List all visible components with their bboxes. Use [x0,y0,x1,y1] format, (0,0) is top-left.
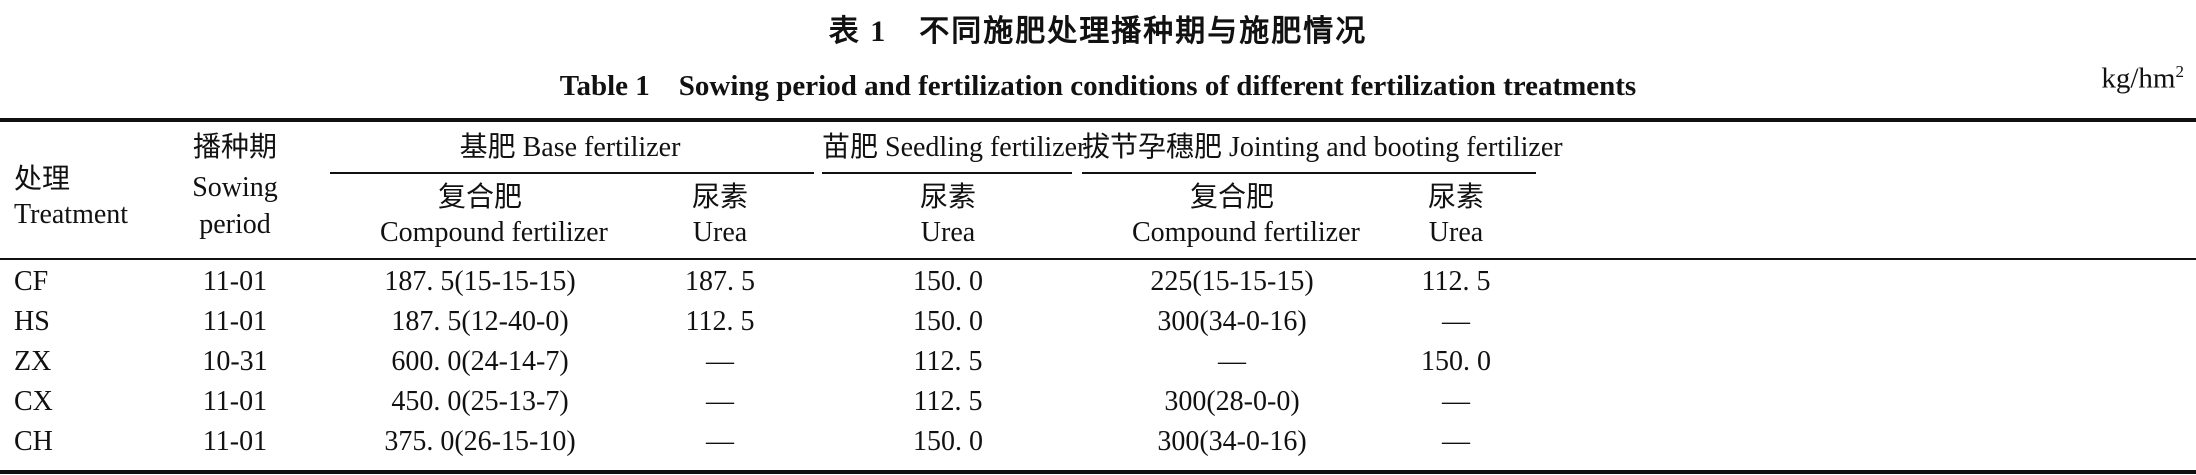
cell-sowing: 11-01 [202,426,268,457]
header-seedling-urea-zh: 尿素 [919,182,976,213]
cell-seedling-urea: 150. 0 [913,266,983,297]
cell-base-compound: 187. 5(15-15-15) [384,266,576,297]
cell-sowing: 11-01 [202,386,268,417]
header-base-urea-en: Urea [692,217,748,248]
cell-seedling-urea: 150. 0 [913,306,983,337]
cell-joint-compound: 300(34-0-16) [1157,306,1307,337]
cell-seedling-urea: 112. 5 [913,386,983,417]
header-joint-compound-zh: 复合肥 [1189,182,1274,213]
cell-treatment: ZX [14,346,52,377]
cell-treatment: CX [14,386,53,417]
header-treatment-en: Treatment [14,199,129,230]
header-seedling: 苗肥 Seedling fertilizer [822,132,1087,163]
jointing-group-rule [1082,172,1536,174]
cell-seedling-urea: 150. 0 [913,426,983,457]
unit-text: kg/hm [2101,62,2176,95]
header-base-urea-zh: 尿素 [691,182,748,213]
cell-sowing: 11-01 [202,306,268,337]
table-unit: kg/hm2 [2101,62,2184,96]
base-group-rule [330,172,814,174]
header-treatment-zh: 处理 [14,164,71,195]
cell-base-compound: 450. 0(25-13-7) [391,386,569,417]
cell-treatment: HS [14,306,50,337]
header-seedling-urea-en: Urea [920,217,976,248]
cell-sowing: 10-31 [202,346,268,377]
unit-superscript: 2 [2175,62,2185,81]
cell-base-urea: 112. 5 [685,306,755,337]
seedling-group-rule [822,172,1072,174]
cell-joint-urea: 150. 0 [1421,346,1491,377]
header-base-compound-en: Compound fertilizer [380,217,608,248]
header-jointing: 拔节孕穗肥 Jointing and booting fertilizer [1082,132,1563,163]
cell-joint-urea: — [1442,426,1470,457]
header-rule [0,258,2196,260]
cell-treatment: CF [14,266,49,297]
cell-sowing: 11-01 [202,266,268,297]
cell-base-compound: 187. 5(12-40-0) [391,306,569,337]
cell-joint-urea: 112. 5 [1421,266,1491,297]
cell-base-compound: 600. 0(24-14-7) [391,346,569,377]
cell-base-urea: 187. 5 [685,266,755,297]
header-joint-urea-zh: 尿素 [1427,182,1484,213]
cell-base-urea: — [706,386,734,417]
header-base-compound-zh: 复合肥 [437,182,522,213]
header-sowing-en-2: period [199,209,271,240]
cell-seedling-urea: 112. 5 [913,346,983,377]
cell-treatment: CH [14,426,53,457]
cell-joint-urea: — [1442,386,1470,417]
bottom-rule [0,470,2196,474]
cell-base-urea: — [706,426,734,457]
table-title-zh: 表 1 不同施肥处理播种期与施肥情况 [828,15,1368,48]
header-joint-urea-en: Urea [1428,217,1484,248]
table-title-en: Table 1 Sowing period and fertilization … [559,70,1637,102]
top-rule [0,118,2196,122]
header-joint-compound-en: Compound fertilizer [1132,217,1360,248]
header-sowing-zh: 播种期 [192,132,277,163]
cell-base-compound: 375. 0(26-15-10) [384,426,576,457]
cell-base-urea: — [706,346,734,377]
header-sowing-en-1: Sowing [192,172,278,203]
cell-joint-compound: 225(15-15-15) [1150,266,1314,297]
header-base: 基肥 Base fertilizer [459,132,681,163]
cell-joint-compound: — [1218,346,1246,377]
cell-joint-urea: — [1442,306,1470,337]
cell-joint-compound: 300(28-0-0) [1164,386,1300,417]
cell-joint-compound: 300(34-0-16) [1157,426,1307,457]
